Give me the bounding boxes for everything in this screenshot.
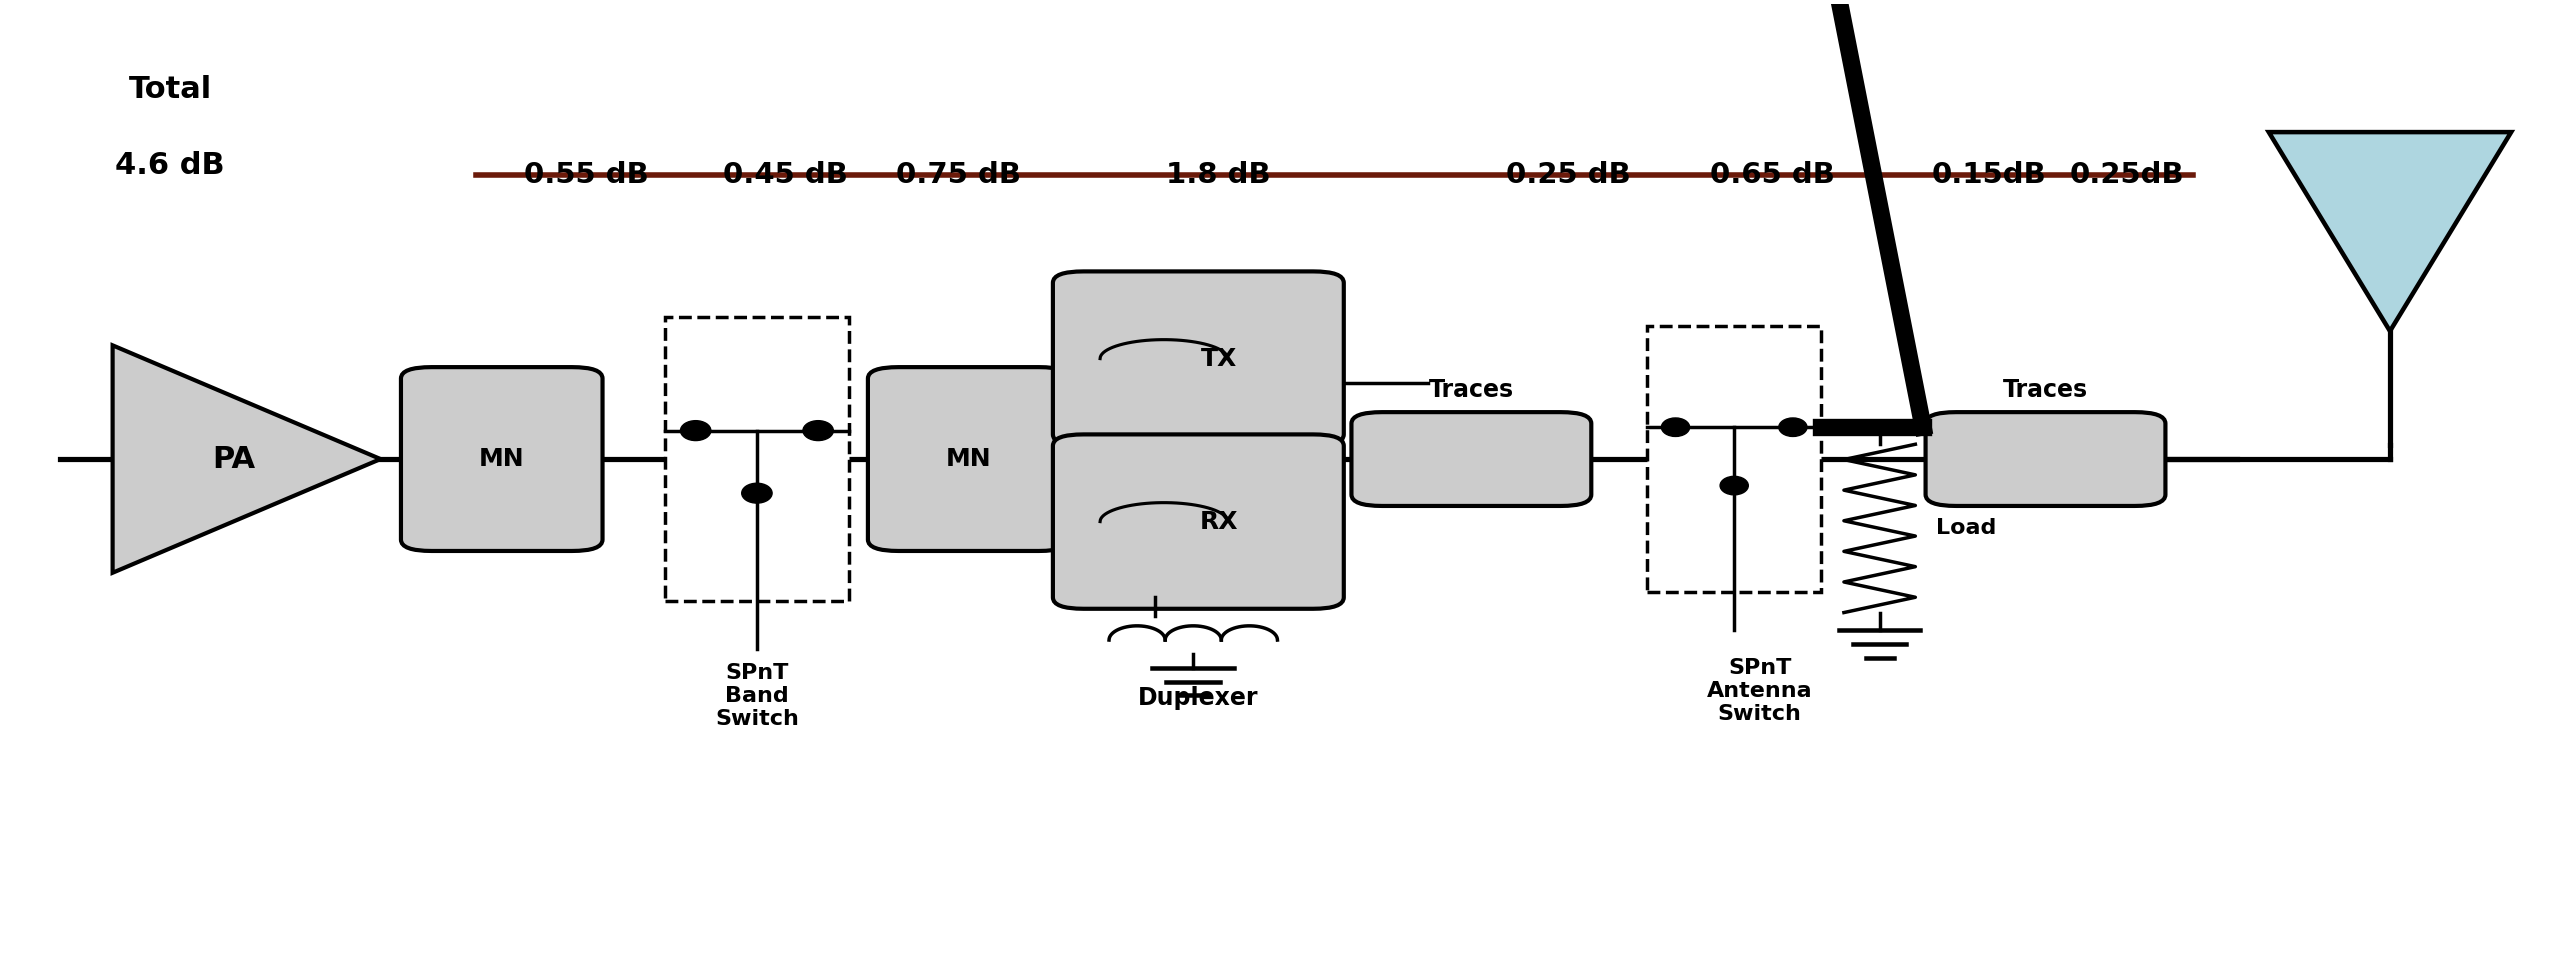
- Ellipse shape: [742, 483, 773, 503]
- Ellipse shape: [1779, 418, 1807, 437]
- Text: 0.75 dB: 0.75 dB: [896, 161, 1021, 188]
- Text: PA: PA: [212, 445, 256, 473]
- Text: Load: Load: [1935, 518, 1997, 538]
- Text: 4.6 dB: 4.6 dB: [115, 151, 225, 180]
- FancyBboxPatch shape: [402, 367, 602, 551]
- FancyBboxPatch shape: [1052, 272, 1344, 445]
- FancyBboxPatch shape: [1352, 412, 1592, 506]
- Text: 0.15dB: 0.15dB: [1933, 161, 2048, 188]
- Polygon shape: [2268, 132, 2511, 331]
- Text: Traces: Traces: [1428, 379, 1513, 402]
- Text: 1.8 dB: 1.8 dB: [1167, 161, 1272, 188]
- Text: Duplexer: Duplexer: [1139, 686, 1260, 710]
- Text: Total: Total: [128, 75, 212, 104]
- Text: SPnT
Band
Switch: SPnT Band Switch: [714, 663, 799, 729]
- Text: 0.55 dB: 0.55 dB: [525, 161, 648, 188]
- Text: MN: MN: [479, 447, 525, 471]
- Ellipse shape: [804, 421, 835, 441]
- Text: RX: RX: [1201, 510, 1239, 533]
- Ellipse shape: [1720, 476, 1748, 495]
- Text: TX: TX: [1201, 347, 1236, 371]
- Text: Traces: Traces: [2002, 379, 2089, 402]
- Bar: [1649, 326, 1820, 592]
- Bar: [666, 316, 850, 601]
- Text: 0.65 dB: 0.65 dB: [1710, 161, 1836, 188]
- Ellipse shape: [681, 421, 712, 441]
- Polygon shape: [113, 345, 381, 573]
- FancyBboxPatch shape: [1925, 412, 2166, 506]
- Text: SPnT
Antenna
Switch: SPnT Antenna Switch: [1708, 658, 1812, 725]
- FancyBboxPatch shape: [868, 367, 1070, 551]
- Ellipse shape: [1661, 418, 1690, 437]
- Text: MN: MN: [945, 447, 991, 471]
- FancyBboxPatch shape: [1052, 434, 1344, 609]
- Text: 0.25 dB: 0.25 dB: [1505, 161, 1631, 188]
- Text: 0.25dB: 0.25dB: [2071, 161, 2184, 188]
- Text: 0.45 dB: 0.45 dB: [722, 161, 847, 188]
